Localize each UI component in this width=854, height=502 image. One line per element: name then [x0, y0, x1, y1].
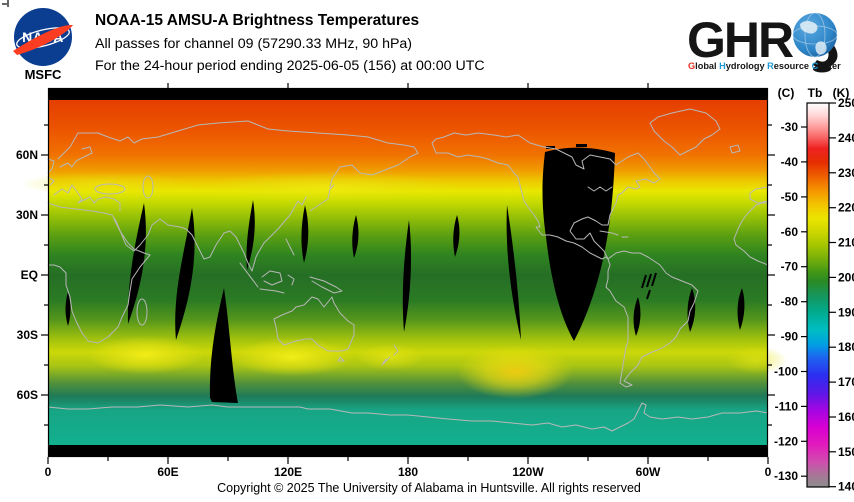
lon-axis-labels: 0 60E 120E 180 120W 60W 0 — [45, 465, 772, 479]
kelvin-label: 250 — [838, 96, 854, 110]
tagline-word: lobal — [695, 61, 719, 71]
no-data-swath — [453, 215, 460, 257]
lat-label: 30N — [16, 208, 38, 222]
lon-label: 120E — [274, 465, 302, 479]
celsius-label: -60 — [781, 225, 799, 239]
coastlines — [47, 108, 769, 432]
kelvin-label: 210 — [838, 236, 854, 250]
kelvin-label: 180 — [838, 340, 854, 354]
tagline-word: ydrology — [726, 61, 767, 71]
celsius-label: -40 — [781, 155, 799, 169]
lon-label: 180 — [398, 465, 418, 479]
celsius-label: -120 — [774, 434, 798, 448]
ghrc-logo: G H R Global Hydrology Resource Center — [687, 12, 841, 73]
kelvin-label: 150 — [838, 445, 854, 459]
ghrc-tagline: Global Hydrology Resource Center — [688, 61, 841, 71]
celsius-label: -50 — [781, 190, 799, 204]
kelvin-label: 240 — [838, 131, 854, 145]
celsius-label: -70 — [781, 260, 799, 274]
crop-mark — [2, 0, 9, 7]
lat-axis-labels: 60N 30N EQ 30S 60S — [16, 148, 38, 402]
colorbar-frame — [806, 102, 830, 488]
kelvin-label: 220 — [838, 201, 854, 215]
no-data-swaths — [65, 144, 745, 403]
kelvin-label: 140 — [838, 480, 854, 494]
title-block: NOAA-15 AMSU-A Brightness Temperatures A… — [95, 12, 485, 74]
celsius-label: -110 — [775, 399, 799, 413]
no-data-swath — [175, 208, 195, 340]
colorbar: (C) Tb (K) 250 240 230 220 210 200 190 1… — [774, 86, 854, 494]
brightness-map: 60N 30N EQ 30S 60S 0 60E 120E 180 120W 6… — [16, 83, 787, 479]
lat-label: 30S — [17, 328, 38, 342]
no-data-swath — [506, 205, 521, 340]
north-polar-gap — [48, 88, 768, 100]
subtitle-channel: All passes for channel 09 (57290.33 MHz,… — [95, 36, 412, 52]
lon-label: 0 — [765, 465, 772, 479]
celsius-label: -80 — [781, 295, 799, 309]
lon-label: 0 — [45, 465, 52, 479]
tagline-word: esource — [774, 61, 812, 71]
nasa-swoosh-icon — [13, 24, 73, 55]
page-title: NOAA-15 AMSU-A Brightness Temperatures — [95, 12, 419, 29]
no-data-swath — [246, 200, 255, 270]
colorbar-celsius-labels: -30 -40 -50 -60 -70 -80 -90 -100 -110 -1… — [774, 120, 798, 483]
colorbar-label: Tb — [808, 86, 823, 100]
kelvin-label: 200 — [838, 270, 854, 284]
celsius-label: -30 — [781, 120, 799, 134]
lat-label: 60S — [17, 388, 38, 402]
lon-label: 60E — [157, 465, 178, 479]
tagline-word: enter — [818, 61, 841, 71]
tagline-initial-c: C — [812, 61, 819, 71]
lat-label: EQ — [21, 268, 38, 282]
no-data-swath — [737, 288, 745, 330]
lat-ticks-right — [768, 124, 775, 426]
nasa-orbit-icon — [16, 27, 70, 49]
colorbar-kelvin-ticks — [829, 102, 836, 488]
lon-ticks-bottom — [47, 457, 769, 464]
kelvin-label: 160 — [838, 410, 854, 424]
no-data-swath — [542, 147, 615, 341]
kelvin-label: 190 — [838, 305, 854, 319]
lon-ticks-top — [167, 83, 649, 88]
no-data-swath — [352, 215, 359, 258]
colorbar-unit-left: (C) — [778, 86, 795, 100]
no-data-dash — [546, 146, 555, 149]
lat-label: 60N — [16, 148, 38, 162]
nasa-logo: NASA MSFC — [13, 8, 73, 82]
lon-label: 120W — [512, 465, 544, 479]
celsius-label: -130 — [774, 469, 798, 483]
no-data-dash — [576, 144, 587, 147]
no-data-hatches — [641, 272, 657, 300]
tagline-initial-g: G — [688, 61, 695, 71]
nasa-center-caption: MSFC — [25, 67, 62, 82]
colorbar-celsius-ticks — [801, 126, 807, 477]
ghrc-wordmark: GHR — [687, 12, 794, 68]
lon-label: 60W — [636, 465, 661, 479]
no-data-swath — [127, 203, 146, 324]
south-polar-gap — [48, 445, 768, 457]
colorbar-unit-right: (K) — [833, 86, 850, 100]
kelvin-label: 170 — [838, 375, 854, 389]
colorbar-gradient — [807, 103, 829, 487]
no-data-swath — [65, 292, 71, 326]
copyright-notice: Copyright © 2025 The University of Alaba… — [217, 481, 641, 495]
kelvin-label: 230 — [838, 166, 854, 180]
lat-ticks-left — [41, 124, 48, 426]
no-data-swath — [633, 297, 641, 336]
no-data-swath — [209, 288, 238, 403]
celsius-label: -90 — [781, 330, 799, 344]
no-data-swath — [687, 288, 696, 332]
globe-icon — [792, 12, 838, 73]
tagline-initial-h: H — [719, 61, 726, 71]
celsius-label: -100 — [774, 365, 798, 379]
no-data-swath — [402, 220, 412, 332]
subtitle-period: For the 24-hour period ending 2025-06-05… — [95, 58, 485, 74]
no-data-swath — [301, 205, 309, 263]
tagline-initial-r: R — [767, 61, 774, 71]
colorbar-kelvin-labels: 250 240 230 220 210 200 190 180 170 160 … — [838, 96, 854, 494]
map-frame — [47, 87, 769, 458]
